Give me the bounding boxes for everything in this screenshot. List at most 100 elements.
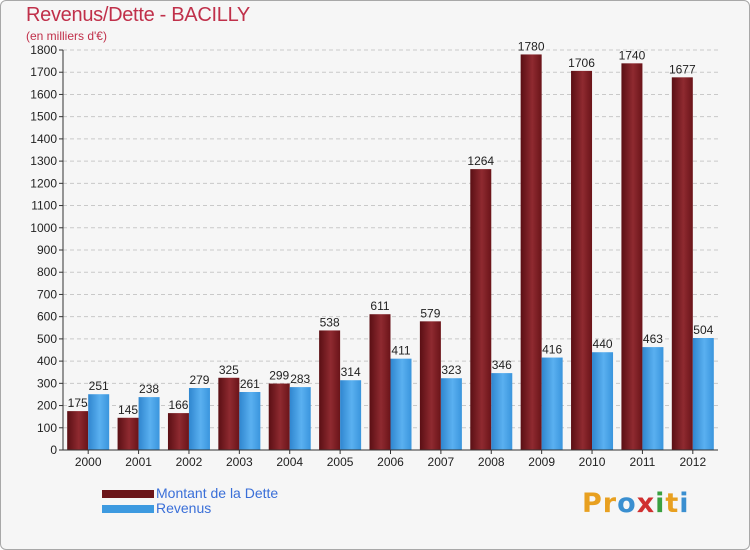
y-tick-label: 800 [37,265,57,279]
data-label-dette-2008: 1264 [467,154,494,168]
data-label-revenus-2009: 416 [542,343,562,357]
x-tick-label: 2000 [75,455,102,469]
data-label-revenus-2000: 251 [89,379,109,393]
bar-dette-2007 [419,321,441,450]
bar-revenus-2010 [592,352,614,450]
logo-letter: o [617,488,637,519]
bar-revenus-2009 [541,357,563,450]
logo-letter: i [679,488,690,519]
x-axis: 2000 2001 2002 2003 2004 2005 2006 2007 2008 2009… [63,449,718,469]
data-label-revenus-2010: 440 [593,337,613,351]
bar-revenus-2007 [440,378,462,450]
data-label-dette-2012: 1677 [669,62,696,76]
data-label-revenus-2008: 346 [492,358,512,372]
y-tick-label: 1200 [30,176,57,190]
y-tick-label: 1800 [30,43,57,57]
bar-dette-2005 [319,330,341,450]
bar-dette-2008 [470,169,492,450]
bar-revenus-2003 [239,392,261,450]
data-label-dette-2009: 1780 [518,39,545,53]
x-tick-label: 2001 [125,455,152,469]
bar-revenus-2000 [88,394,110,450]
x-tick-label: 2012 [679,455,706,469]
data-label-dette-2000: 175 [68,396,88,410]
logo-letter: P [582,488,603,519]
bar-revenus-2002 [188,388,210,450]
bar-dette-2004 [268,383,290,450]
bar-revenus-2005 [340,380,362,450]
bar-dette-2003 [218,377,240,450]
bar-dette-2006 [369,314,391,450]
y-tick-label: 100 [37,421,57,435]
y-tick-label: 1300 [30,154,57,168]
data-label-revenus-2002: 279 [189,373,209,387]
logo-letter: t [665,488,680,519]
legend-label-revenus: Revenus [156,500,212,516]
bar-dette-2011 [621,63,643,450]
data-label-revenus-2005: 314 [341,365,361,379]
chart-title: Revenus/Dette - BACILLY [26,4,250,26]
y-tick-label: 1600 [30,87,57,101]
y-tick-label: 500 [37,332,57,346]
data-label-revenus-2004: 283 [290,372,310,386]
proxiti-logo: Proxiti [582,488,690,519]
y-axis: 0 100 200 300 400 500 600 700 800 900 1000 1100 1200… [30,43,64,457]
logo-letter: x [636,488,656,519]
x-tick-label: 2011 [630,455,656,469]
bar-dette-2010 [571,70,593,450]
data-label-revenus-2001: 238 [139,382,159,396]
x-tick-label: 2010 [579,455,606,469]
bar-revenus-2011 [642,347,664,450]
bar-dette-2000 [67,411,89,450]
bar-dette-2012 [671,77,693,450]
data-label-revenus-2012: 504 [693,323,713,337]
data-label-dette-2007: 579 [420,306,440,320]
chart-subtitle: (en milliers d'€) [26,29,107,43]
x-tick-label: 2006 [377,455,404,469]
x-tick-label: 2009 [528,455,555,469]
bar-dette-2009 [520,54,542,450]
logo-letter: r [602,488,618,519]
data-label-dette-2006: 611 [370,299,389,313]
x-tick-label: 2004 [276,455,303,469]
y-tick-label: 700 [37,287,57,301]
y-tick-label: 300 [37,376,57,390]
bar-revenus-2008 [491,373,513,450]
data-label-revenus-2003: 261 [240,377,260,391]
y-tick-label: 600 [37,310,57,324]
y-tick-label: 1700 [30,65,57,79]
data-label-dette-2005: 538 [320,315,340,329]
x-tick-label: 2005 [327,455,354,469]
x-tick-label: 2008 [478,455,505,469]
bar-dette-2001 [117,417,139,450]
data-label-dette-2001: 145 [118,403,138,417]
legend-swatch-revenus [102,505,154,513]
bar-revenus-2004 [289,387,311,450]
y-tick-label: 1500 [30,110,57,124]
y-tick-label: 0 [50,443,57,457]
legend-swatch-dette [102,490,154,498]
x-tick-label: 2002 [176,455,203,469]
bar-dette-2002 [167,413,189,450]
data-label-dette-2011: 1740 [619,48,646,62]
legend-label-dette: Montant de la Dette [156,485,279,501]
data-label-dette-2010: 1706 [568,56,595,70]
y-tick-label: 1000 [30,221,57,235]
data-label-revenus-2007: 323 [441,363,461,377]
y-tick-label: 400 [37,354,57,368]
data-label-revenus-2006: 411 [391,344,410,358]
bar-revenus-2001 [138,397,160,450]
data-label-dette-2002: 166 [168,398,188,412]
bar-revenus-2006 [390,358,412,450]
data-label-dette-2003: 325 [219,363,239,377]
y-tick-label: 1100 [31,199,57,213]
data-label-revenus-2011: 463 [643,332,663,346]
y-tick-label: 900 [37,243,57,257]
y-tick-label: 1400 [30,132,57,146]
y-tick-label: 200 [37,399,57,413]
bar-revenus-2012 [692,338,714,450]
x-tick-label: 2007 [428,455,455,469]
x-tick-label: 2003 [226,455,253,469]
